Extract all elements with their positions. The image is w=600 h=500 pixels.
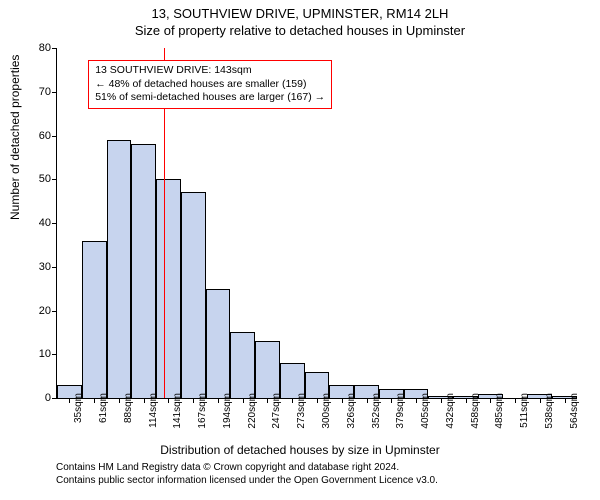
ytick-mark: [52, 267, 57, 268]
ytick-label: 40: [21, 217, 51, 229]
ytick-label: 70: [21, 86, 51, 98]
ytick-mark: [52, 354, 57, 355]
xtick-label: 485sqm: [494, 393, 505, 429]
xtick-label: 247sqm: [271, 393, 282, 429]
histogram-bar: [82, 241, 107, 399]
xtick-mark: [540, 398, 541, 403]
footer-attribution: Contains HM Land Registry data © Crown c…: [56, 462, 438, 487]
histogram-bar: [156, 179, 181, 398]
ytick-label: 20: [21, 305, 51, 317]
xtick-mark: [94, 398, 95, 403]
xtick-mark: [367, 398, 368, 403]
xtick-label: 511sqm: [519, 393, 530, 428]
xtick-mark: [119, 398, 120, 403]
xtick-mark: [292, 398, 293, 403]
xtick-label: 538sqm: [544, 393, 555, 429]
xtick-mark: [144, 398, 145, 403]
ytick-mark: [52, 398, 57, 399]
xtick-label: 114sqm: [148, 393, 159, 428]
histogram-bar: [181, 192, 206, 398]
annotation-line: 13 SOUTHVIEW DRIVE: 143sqm: [95, 64, 325, 78]
xtick-mark: [391, 398, 392, 403]
xtick-label: 141sqm: [172, 393, 183, 429]
histogram-bar: [131, 144, 156, 398]
histogram-bar: [206, 289, 231, 398]
ytick-label: 60: [21, 130, 51, 142]
ytick-mark: [52, 223, 57, 224]
footer-line-2: Contains public sector information licen…: [56, 475, 438, 488]
plot-region: 0102030405060708035sqm61sqm88sqm114sqm14…: [56, 48, 577, 399]
xtick-label: 194sqm: [222, 393, 233, 429]
xtick-label: 326sqm: [346, 393, 357, 429]
histogram-bar: [107, 140, 132, 398]
xtick-mark: [515, 398, 516, 403]
xtick-mark: [441, 398, 442, 403]
annotation-line: ← 48% of detached houses are smaller (15…: [95, 78, 325, 92]
xtick-label: 352sqm: [371, 393, 382, 429]
ytick-label: 0: [21, 392, 51, 404]
ytick-mark: [52, 179, 57, 180]
xtick-mark: [168, 398, 169, 403]
xtick-label: 220sqm: [247, 393, 258, 429]
ytick-label: 50: [21, 173, 51, 185]
ytick-label: 80: [21, 42, 51, 54]
x-axis-label: Distribution of detached houses by size …: [0, 443, 600, 457]
xtick-mark: [416, 398, 417, 403]
annotation-box: 13 SOUTHVIEW DRIVE: 143sqm← 48% of detac…: [88, 60, 332, 109]
xtick-label: 167sqm: [197, 393, 208, 429]
xtick-label: 379sqm: [395, 393, 406, 429]
annotation-line: 51% of semi-detached houses are larger (…: [95, 91, 325, 105]
ytick-mark: [52, 136, 57, 137]
xtick-mark: [490, 398, 491, 403]
xtick-label: 458sqm: [470, 393, 481, 429]
ytick-label: 30: [21, 261, 51, 273]
histogram-bar: [230, 332, 255, 398]
xtick-mark: [193, 398, 194, 403]
xtick-mark: [267, 398, 268, 403]
footer-line-1: Contains HM Land Registry data © Crown c…: [56, 462, 438, 475]
xtick-mark: [243, 398, 244, 403]
xtick-label: 432sqm: [445, 393, 456, 429]
xtick-mark: [69, 398, 70, 403]
ytick-mark: [52, 92, 57, 93]
xtick-label: 564sqm: [569, 393, 580, 429]
xtick-mark: [342, 398, 343, 403]
page-subtitle: Size of property relative to detached ho…: [0, 21, 600, 38]
xtick-label: 300sqm: [321, 393, 332, 429]
ytick-mark: [52, 311, 57, 312]
xtick-mark: [565, 398, 566, 403]
histogram-bar: [255, 341, 280, 398]
xtick-label: 273sqm: [296, 393, 307, 429]
xtick-mark: [218, 398, 219, 403]
page-title: 13, SOUTHVIEW DRIVE, UPMINSTER, RM14 2LH: [0, 0, 600, 21]
ytick-mark: [52, 48, 57, 49]
y-axis-label: Number of detached properties: [8, 55, 22, 220]
xtick-mark: [466, 398, 467, 403]
ytick-label: 10: [21, 348, 51, 360]
xtick-label: 405sqm: [420, 393, 431, 429]
chart-area: 0102030405060708035sqm61sqm88sqm114sqm14…: [56, 48, 576, 398]
xtick-mark: [317, 398, 318, 403]
